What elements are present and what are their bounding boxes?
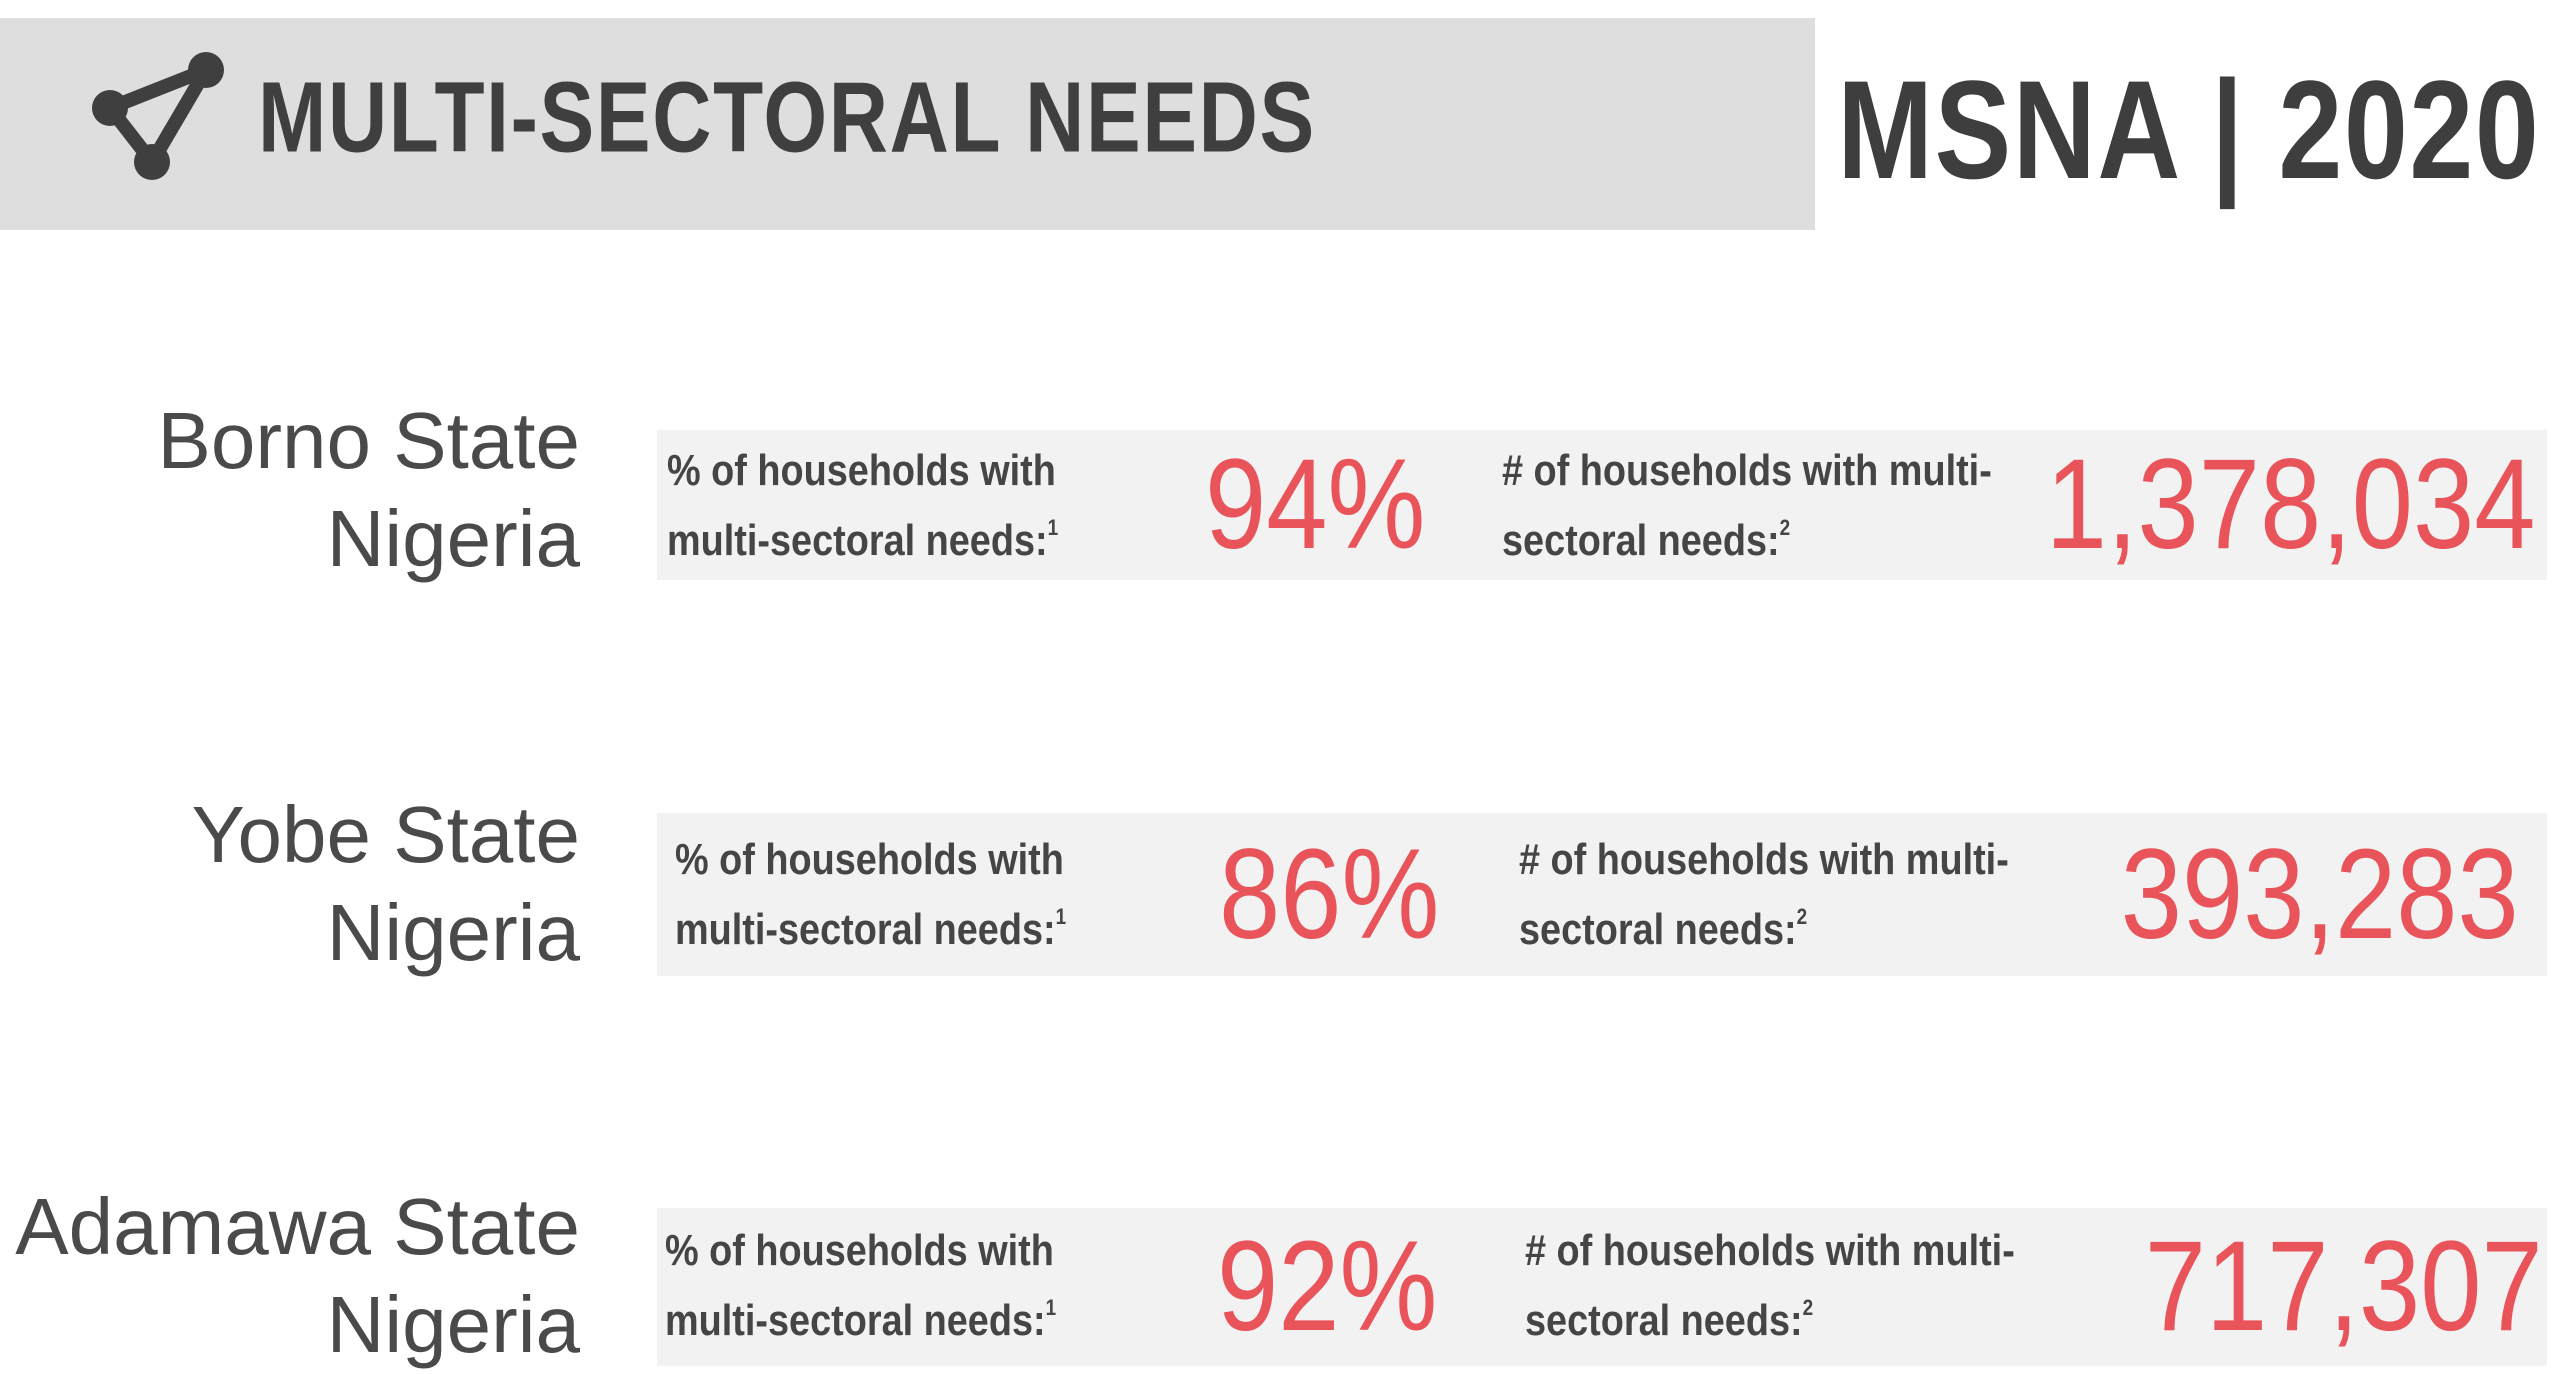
pct-caption: % of households with multi-sectoral need…: [665, 1226, 1057, 1345]
footnote-marker: 1: [1045, 1295, 1057, 1320]
count-caption: # of households with multi- sectoral nee…: [1519, 835, 2009, 954]
count-value: 393,283: [2121, 822, 2519, 966]
stat-row-borno: % of households with multi-sectoral need…: [657, 430, 2547, 580]
state-name: Borno State: [157, 396, 581, 485]
count-caption: # of households with multi- sectoral nee…: [1525, 1226, 2015, 1345]
count-value: 1,378,034: [2045, 433, 2535, 576]
network-icon: [92, 52, 224, 180]
country-name: Nigeria: [326, 1280, 580, 1369]
stat-row-yobe: % of households with multi-sectoral need…: [657, 813, 2547, 976]
pct-caption: % of households with multi-sectoral need…: [675, 835, 1067, 954]
page-title: MULTI-SECTORAL NEEDS: [258, 61, 1316, 174]
footnote-marker: 2: [1779, 515, 1791, 540]
pct-value: 92%: [1217, 1215, 1438, 1358]
count-caption: # of households with multi- sectoral nee…: [1502, 446, 1992, 565]
pct-caption: % of households with multi-sectoral need…: [667, 446, 1059, 565]
pct-value: 86%: [1219, 822, 1440, 966]
footnote-marker: 2: [1802, 1295, 1814, 1320]
state-name: Adamawa State: [15, 1182, 580, 1271]
country-name: Nigeria: [326, 494, 580, 583]
footnote-marker: 1: [1047, 515, 1059, 540]
count-value: 717,307: [2145, 1215, 2543, 1358]
header-band: [0, 18, 1815, 230]
state-label-yobe: Yobe State Nigeria: [0, 786, 580, 982]
footnote-marker: 1: [1055, 904, 1067, 929]
brand-title: MSNA | 2020: [1836, 51, 2540, 208]
footnote-marker: 2: [1796, 904, 1808, 929]
pct-value: 94%: [1205, 433, 1426, 576]
state-label-borno: Borno State Nigeria: [0, 392, 581, 588]
country-name: Nigeria: [326, 888, 580, 977]
state-name: Yobe State: [191, 790, 580, 879]
stat-row-adamawa: % of households with multi-sectoral need…: [657, 1208, 2547, 1366]
state-label-adamawa: Adamawa State Nigeria: [0, 1178, 580, 1374]
